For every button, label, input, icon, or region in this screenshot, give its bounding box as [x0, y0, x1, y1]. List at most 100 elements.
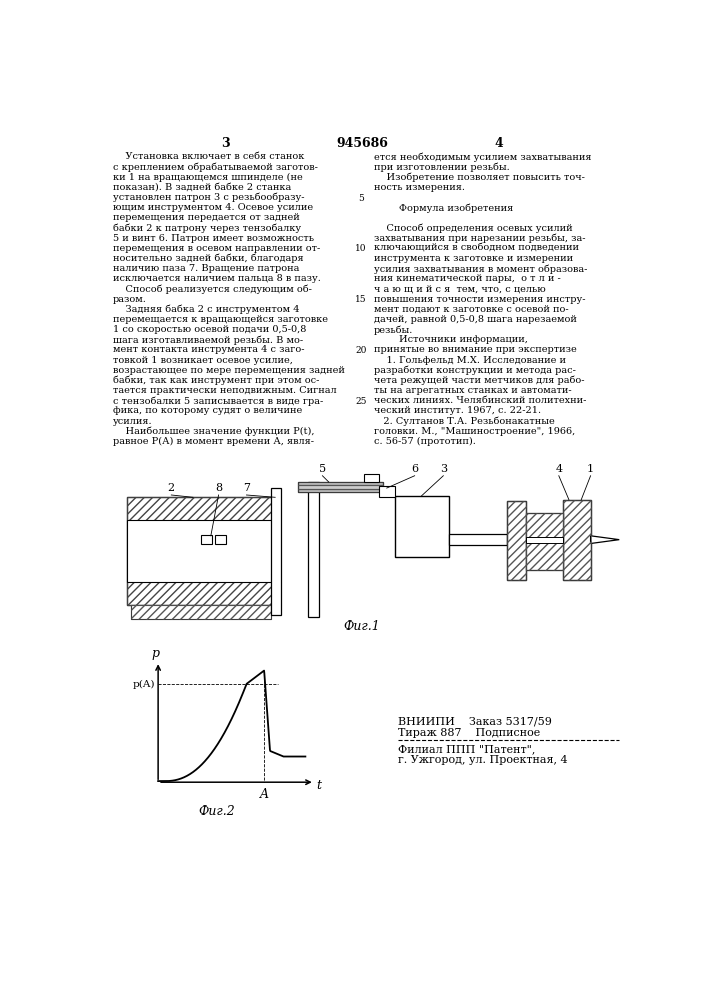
Text: ния кинематической пары,  о т л и -: ния кинематической пары, о т л и -	[373, 274, 561, 283]
Text: Задняя бабка 2 с инструментом 4: Задняя бабка 2 с инструментом 4	[113, 305, 300, 314]
Text: t: t	[316, 779, 321, 792]
Text: ключающийся в свободном подведении: ключающийся в свободном подведении	[373, 244, 578, 253]
Text: Тираж 887    Подписное: Тираж 887 Подписное	[398, 728, 541, 738]
Text: 945686: 945686	[336, 137, 388, 150]
Text: p: p	[151, 647, 159, 660]
Text: ки 1 на вращающемся шпинделе (не: ки 1 на вращающемся шпинделе (не	[113, 173, 303, 182]
Text: 15: 15	[356, 295, 367, 304]
Text: товкой 1 возникает осевое усилие,: товкой 1 возникает осевое усилие,	[113, 356, 293, 365]
Text: ется необходимым усилием захватывания: ется необходимым усилием захватывания	[373, 152, 591, 162]
Text: показан). В задней бабке 2 станка: показан). В задней бабке 2 станка	[113, 183, 291, 192]
Text: бабки 2 к патрону через тензобалку: бабки 2 к патрону через тензобалку	[113, 223, 301, 233]
Text: 6: 6	[411, 464, 419, 474]
Text: 10: 10	[356, 244, 367, 253]
Text: Источники информации,: Источники информации,	[373, 335, 527, 344]
Text: перемещения передается от задней: перемещения передается от задней	[113, 213, 300, 222]
Text: 4: 4	[555, 464, 562, 474]
Text: ты на агрегатных станках и автомати-: ты на агрегатных станках и автомати-	[373, 386, 571, 395]
Bar	[563, 500, 590, 580]
Text: Фиг.2: Фиг.2	[198, 805, 235, 818]
Bar	[526, 537, 563, 543]
Text: перемещения в осевом направлении от-: перемещения в осевом направлении от-	[113, 244, 320, 253]
Text: с креплением обрабатываемой заготов-: с креплением обрабатываемой заготов-	[113, 163, 318, 172]
Bar	[379, 486, 395, 497]
Text: наличию паза 7. Вращение патрона: наличию паза 7. Вращение патрона	[113, 264, 300, 273]
Text: 5: 5	[319, 464, 326, 474]
Text: г. Ужгород, ул. Проектная, 4: г. Ужгород, ул. Проектная, 4	[398, 755, 568, 765]
Text: исключается наличием пальца 8 в пазу.: исключается наличием пальца 8 в пазу.	[113, 274, 321, 283]
Text: Изобретение позволяет повысить точ-: Изобретение позволяет повысить точ-	[373, 173, 585, 182]
Bar	[127, 520, 274, 582]
Text: установлен патрон 3 с резьбообразу-: установлен патрон 3 с резьбообразу-	[113, 193, 305, 202]
Bar	[298, 482, 383, 492]
Text: носительно задней бабки, благодаря: носительно задней бабки, благодаря	[113, 254, 304, 263]
Text: мент подают к заготовке с осевой по-: мент подают к заготовке с осевой по-	[373, 305, 568, 314]
Bar	[201, 535, 212, 544]
Text: 5 и винт 6. Патрон имеет возможность: 5 и винт 6. Патрон имеет возможность	[113, 234, 314, 243]
Text: при изготовлении резьбы.: при изготовлении резьбы.	[373, 163, 509, 172]
Text: 8: 8	[215, 483, 222, 493]
Text: возрастающее по мере перемещения задней: возрастающее по мере перемещения задней	[113, 366, 345, 375]
Text: 20: 20	[356, 346, 367, 355]
Text: 1: 1	[587, 464, 594, 474]
Text: 2. Султанов Т.А. Резьбонакатные: 2. Султанов Т.А. Резьбонакатные	[373, 417, 554, 426]
Bar	[131, 605, 271, 619]
Bar	[131, 605, 271, 619]
Text: Филиал ППП "Патент",: Филиал ППП "Патент",	[398, 744, 536, 754]
Text: разом.: разом.	[113, 295, 147, 304]
Text: Способ реализуется следующим об-: Способ реализуется следующим об-	[113, 284, 312, 294]
Text: ВНИИПИ    Заказ 5317/59: ВНИИПИ Заказ 5317/59	[398, 717, 552, 727]
Bar	[298, 482, 383, 492]
Text: 5: 5	[358, 194, 364, 203]
Text: ческих линиях. Челябинский политехни-: ческих линиях. Челябинский политехни-	[373, 396, 586, 405]
Text: шага изготавливаемой резьбы. В мо-: шага изготавливаемой резьбы. В мо-	[113, 335, 303, 345]
Text: мент контакта инструмента 4 с заго-: мент контакта инструмента 4 с заго-	[113, 345, 305, 354]
Text: 1. Гольфельд М.Х. Исследование и: 1. Гольфельд М.Х. Исследование и	[373, 356, 566, 365]
Bar	[215, 535, 226, 544]
Bar	[271, 488, 281, 615]
Text: Способ определения осевых усилий: Способ определения осевых усилий	[373, 223, 572, 233]
Text: Формула изобретения: Формула изобретения	[373, 203, 513, 213]
Bar	[563, 500, 590, 580]
Text: 7: 7	[243, 483, 250, 493]
Bar	[449, 534, 507, 545]
Text: Наибольшее значение функции Р(t),: Наибольшее значение функции Р(t),	[113, 427, 315, 436]
Text: резьбы.: резьбы.	[373, 325, 413, 335]
Text: ность измерения.: ность измерения.	[373, 183, 464, 192]
Text: ческий институт. 1967, с. 22-21.: ческий институт. 1967, с. 22-21.	[373, 406, 541, 415]
Text: 2: 2	[168, 483, 175, 493]
Text: дачей, равной 0,5-0,8 шага нарезаемой: дачей, равной 0,5-0,8 шага нарезаемой	[373, 315, 576, 324]
Bar	[308, 482, 320, 617]
Bar	[395, 496, 449, 557]
Text: 25: 25	[356, 397, 367, 406]
Text: принятые во внимание при экспертизе: принятые во внимание при экспертизе	[373, 345, 576, 354]
Text: A: A	[259, 788, 269, 801]
Text: с. 56-57 (прототип).: с. 56-57 (прототип).	[373, 437, 475, 446]
Text: ющим инструментом 4. Осевое усилие: ющим инструментом 4. Осевое усилие	[113, 203, 313, 212]
Text: чета режущей части метчиков для рабо-: чета режущей части метчиков для рабо-	[373, 376, 584, 385]
Text: 1 со скоростью осевой подачи 0,5-0,8: 1 со скоростью осевой подачи 0,5-0,8	[113, 325, 307, 334]
Text: 4: 4	[495, 137, 503, 150]
Text: усилия.: усилия.	[113, 417, 153, 426]
Text: равное Р(А) в момент времени А, явля-: равное Р(А) в момент времени А, явля-	[113, 437, 314, 446]
Text: инструмента к заготовке и измерении: инструмента к заготовке и измерении	[373, 254, 573, 263]
Text: p(A): p(A)	[132, 679, 155, 689]
Text: повышения точности измерения инстру-: повышения точности измерения инстру-	[373, 295, 585, 304]
Text: разработки конструкции и метода рас-: разработки конструкции и метода рас-	[373, 366, 575, 375]
Bar	[507, 501, 526, 580]
Text: перемещается к вращающейся заготовке: перемещается к вращающейся заготовке	[113, 315, 328, 324]
Text: 3: 3	[221, 137, 230, 150]
Text: захватывания при нарезании резьбы, за-: захватывания при нарезании резьбы, за-	[373, 234, 585, 243]
Text: с тензобалки 5 записывается в виде гра-: с тензобалки 5 записывается в виде гра-	[113, 396, 323, 406]
Bar	[127, 497, 274, 605]
Bar	[507, 501, 526, 580]
Text: 3: 3	[440, 464, 447, 474]
Text: Установка включает в себя станок: Установка включает в себя станок	[113, 152, 305, 161]
Text: ч а ю щ и й с я  тем, что, с целью: ч а ю щ и й с я тем, что, с целью	[373, 284, 545, 293]
Text: бабки, так как инструмент при этом ос-: бабки, так как инструмент при этом ос-	[113, 376, 320, 385]
Text: тается практически неподвижным. Сигнал: тается практически неподвижным. Сигнал	[113, 386, 337, 395]
Text: фика, по которому судят о величине: фика, по которому судят о величине	[113, 406, 303, 415]
Text: Фиг.1: Фиг.1	[344, 620, 380, 634]
Bar	[363, 474, 379, 482]
Bar	[127, 497, 274, 605]
